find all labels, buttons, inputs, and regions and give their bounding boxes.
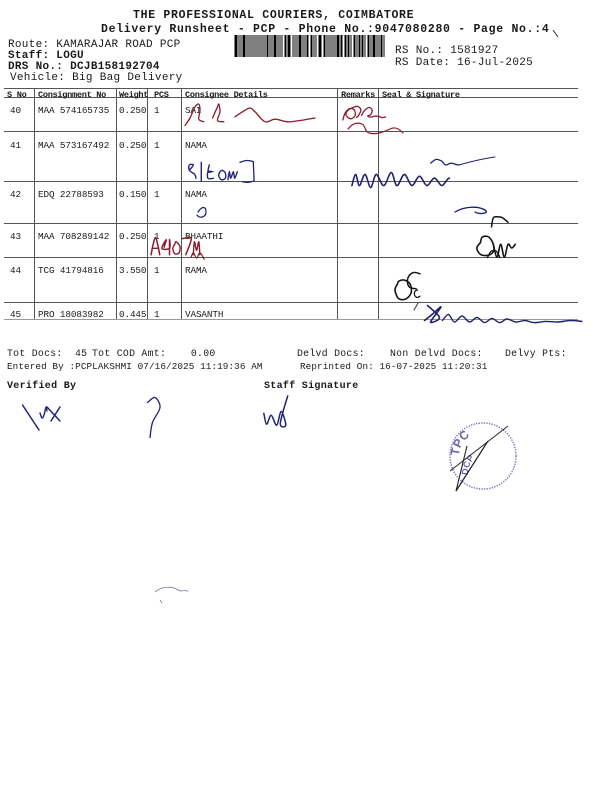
svg-text:TPC: TPC xyxy=(448,427,472,456)
